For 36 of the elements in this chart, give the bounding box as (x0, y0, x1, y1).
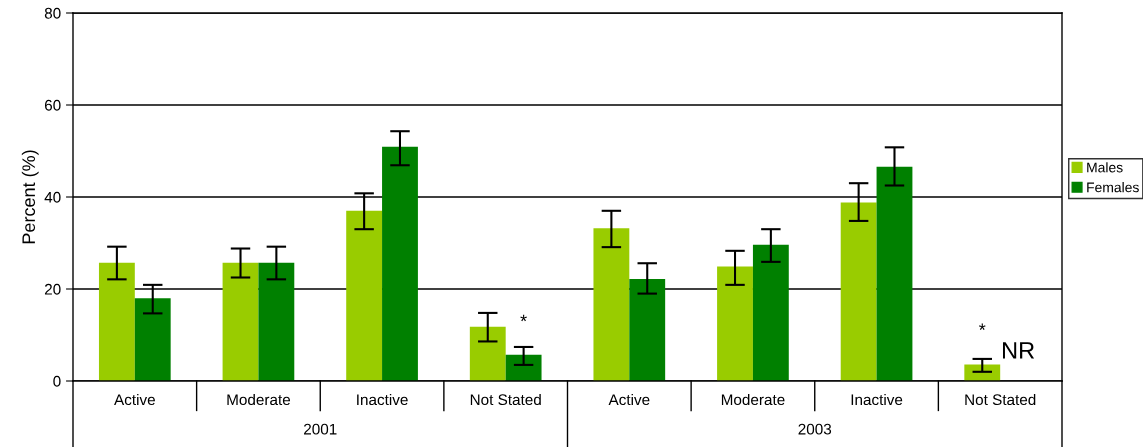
x-tick-label: Not Stated (470, 393, 541, 406)
bar (134, 298, 171, 381)
bar (876, 166, 913, 381)
y-tick-label: 80 (44, 7, 61, 19)
x-tick-label: Inactive (357, 393, 408, 406)
bar (346, 210, 383, 381)
text: 2003 (798, 423, 832, 435)
x-tick-label: Not Stated (965, 393, 1036, 406)
bar (469, 326, 506, 381)
y-tick-label: 20 (44, 283, 61, 295)
x-tick-label: Inactive (851, 393, 903, 406)
bar (593, 228, 630, 381)
legend-label: Females (1087, 182, 1139, 193)
y-axis-title: Percent (%) (21, 150, 39, 244)
x-tick-label: Active (608, 393, 650, 406)
x-tick-label: Moderate (721, 393, 785, 406)
bar (382, 146, 418, 381)
y-tick-label: 0 (53, 375, 61, 387)
bar (629, 278, 666, 381)
y-tick-label: 60 (44, 99, 61, 111)
bar (752, 244, 789, 381)
text: 2001 (304, 423, 337, 435)
x-tick-label: Active (114, 393, 155, 406)
annotation: * (520, 314, 527, 322)
bar (98, 262, 135, 381)
annotation: * (979, 323, 986, 330)
bar (258, 262, 295, 381)
bar (964, 364, 1001, 381)
x-tick-label: Moderate (227, 393, 291, 406)
bar (840, 202, 877, 381)
y-tick-label: 40 (44, 191, 61, 203)
bar (222, 262, 259, 381)
bar (717, 266, 753, 381)
bar (505, 354, 542, 381)
annotation: NR (1003, 342, 1035, 359)
legend-label: Males (1087, 162, 1123, 173)
